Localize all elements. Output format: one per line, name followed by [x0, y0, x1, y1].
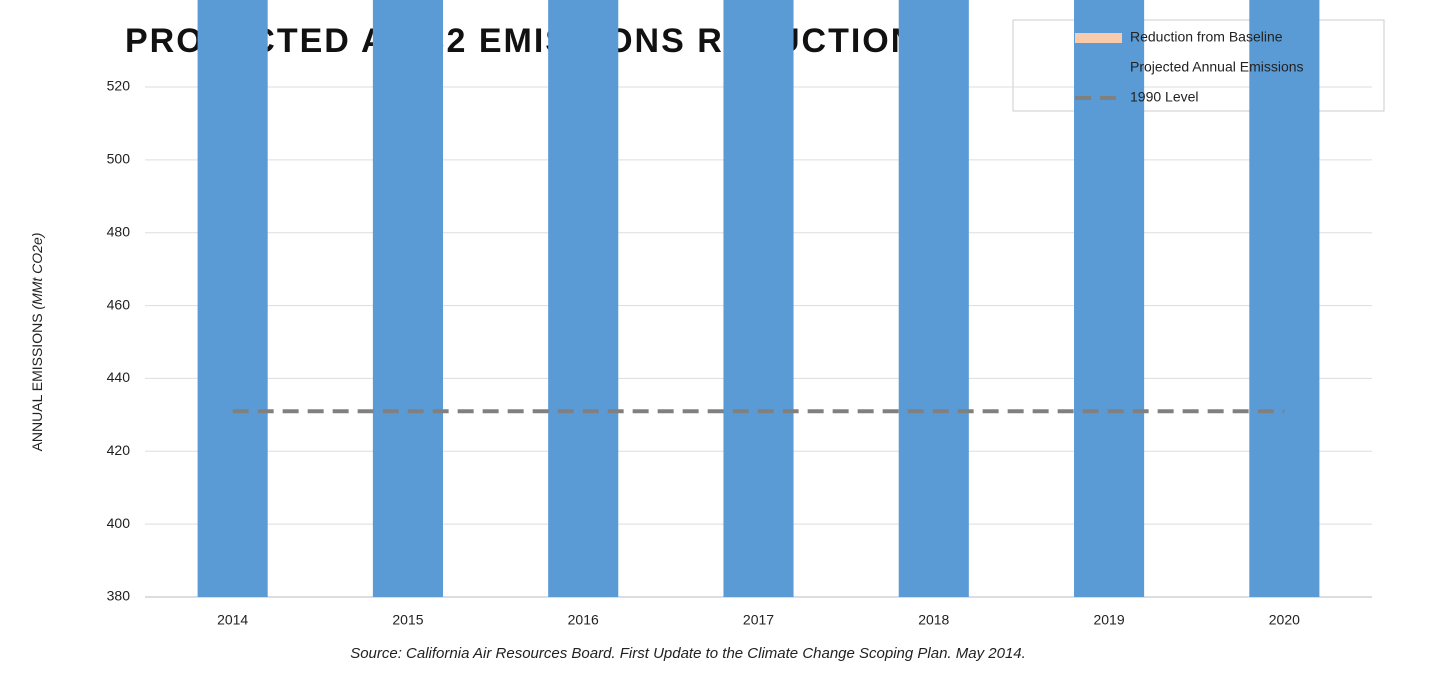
bar-segment	[372, 0, 443, 597]
legend-swatch	[1075, 33, 1122, 43]
y-axis-label-unit: (MMt CO2e)	[29, 233, 45, 310]
source-note: Source: California Air Resources Board. …	[350, 645, 1026, 662]
x-tick-label: 2016	[568, 612, 599, 628]
legend-label: Reduction from Baseline	[1130, 29, 1283, 45]
legend-label: 1990 Level	[1130, 89, 1199, 105]
y-tick-label: 420	[107, 442, 131, 458]
bar-segment	[898, 0, 969, 597]
y-tick-label: 400	[107, 515, 131, 531]
y-tick-label: 520	[107, 78, 131, 94]
x-tick-label: 2017	[743, 612, 774, 628]
x-tick-label: 2019	[1093, 612, 1124, 628]
y-tick-label: 380	[107, 588, 131, 604]
y-tick-label: 460	[107, 296, 131, 312]
x-tick-label: 2018	[918, 612, 949, 628]
x-tick-label: 2015	[392, 612, 423, 628]
bar-segment	[548, 0, 619, 597]
bar-segment	[197, 0, 268, 597]
x-tick-label: 2014	[217, 612, 248, 628]
y-axis-label: ANNUAL EMISSIONS (MMt CO2e)	[29, 233, 45, 452]
y-tick-label: 500	[107, 151, 131, 167]
y-axis-label-text: ANNUAL EMISSIONS	[29, 310, 45, 452]
legend-label: Projected Annual Emissions	[1130, 59, 1304, 75]
y-tick-label: 440	[107, 369, 131, 385]
y-tick-label: 480	[107, 223, 131, 239]
x-tick-label: 2020	[1269, 612, 1300, 628]
bar-segment	[1249, 0, 1320, 597]
legend-swatch	[1075, 63, 1122, 73]
bar-segment	[723, 0, 794, 597]
